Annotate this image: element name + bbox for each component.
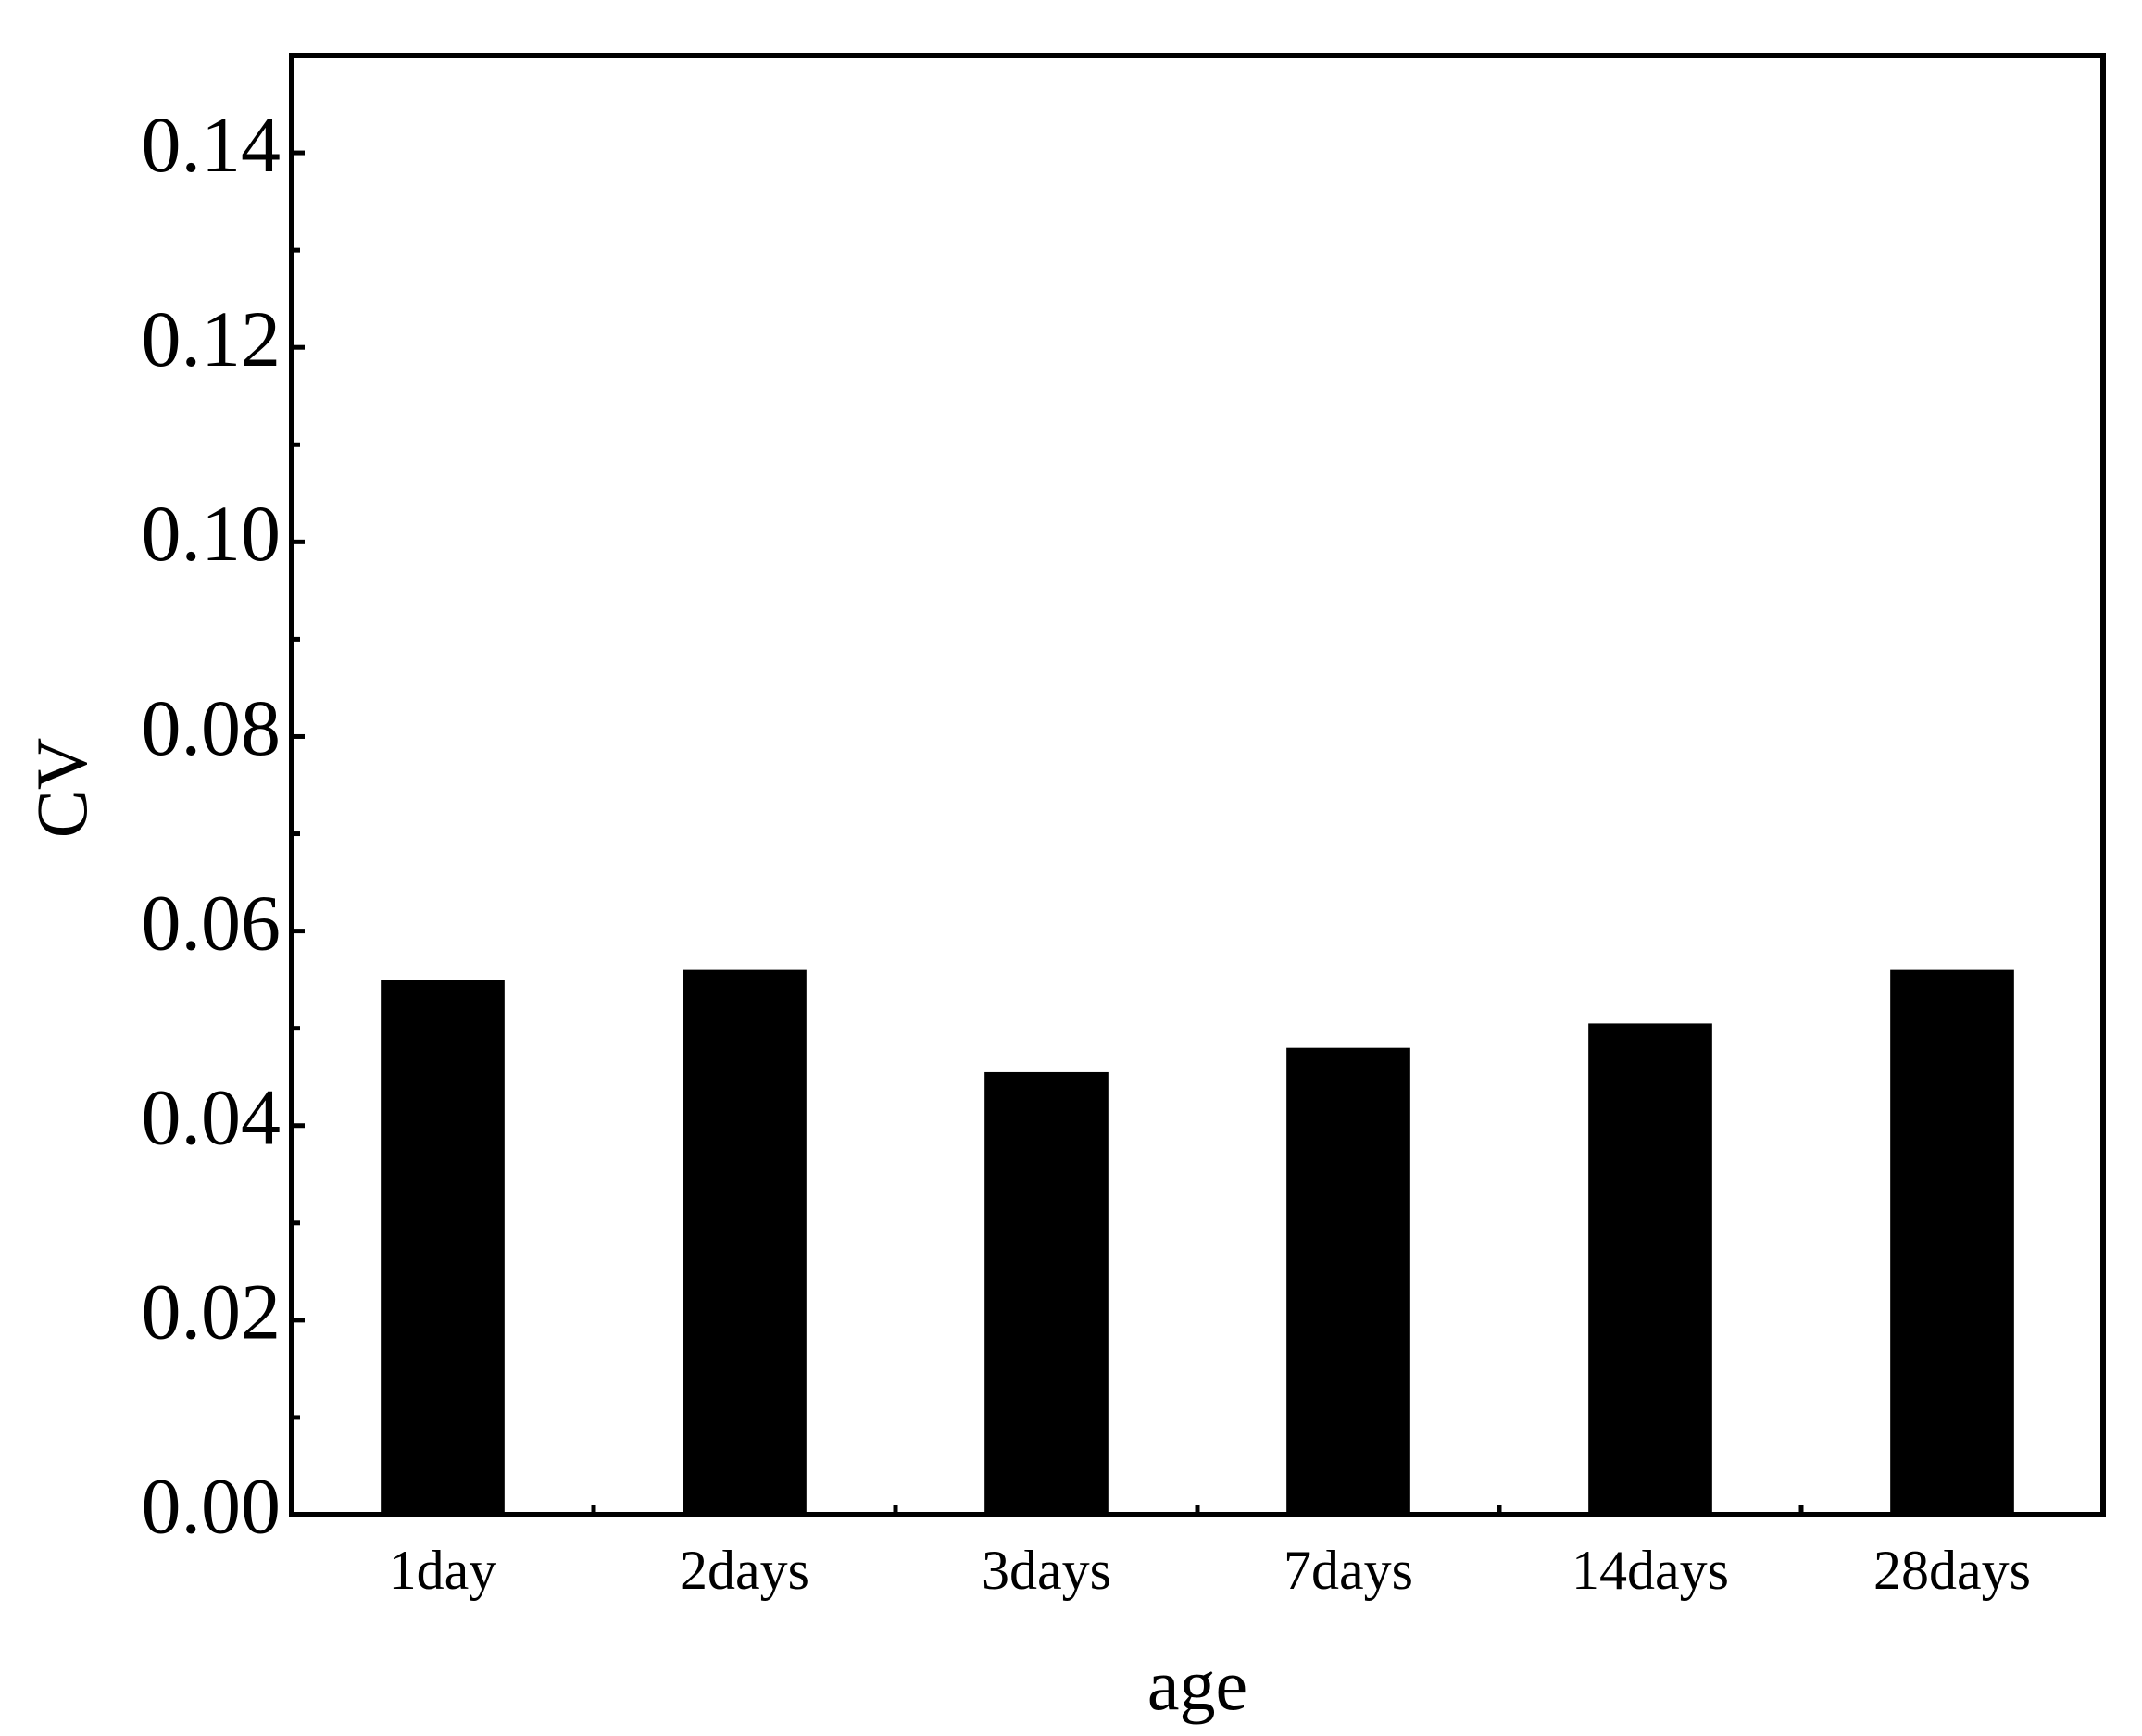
x-tick-label: 2days: [680, 1540, 809, 1601]
y-tick-label: 0.06: [142, 878, 282, 967]
x-tick-label: 28days: [1873, 1540, 2031, 1601]
x-tick-label: 3days: [982, 1540, 1111, 1601]
x-tick-label: 1day: [389, 1540, 497, 1601]
bar: [1286, 1047, 1410, 1515]
bar: [1890, 969, 2014, 1515]
x-axis-title: age: [1147, 1644, 1247, 1725]
y-tick-label: 0.00: [142, 1462, 282, 1551]
y-tick-label: 0.04: [142, 1072, 282, 1161]
x-tick-label: 14days: [1572, 1540, 1729, 1601]
y-tick-label: 0.12: [142, 294, 282, 383]
bar: [1588, 1023, 1712, 1515]
y-tick-label: 0.10: [142, 489, 282, 578]
x-tick-label: 7days: [1284, 1540, 1413, 1601]
y-tick-label: 0.08: [142, 683, 282, 772]
y-tick-label: 0.14: [142, 100, 282, 189]
plot-frame: [289, 53, 2106, 1517]
bar: [984, 1071, 1109, 1515]
y-tick-label: 0.02: [142, 1268, 282, 1356]
bar: [683, 969, 807, 1515]
bar: [381, 980, 505, 1515]
y-axis-title: CV: [21, 738, 102, 838]
